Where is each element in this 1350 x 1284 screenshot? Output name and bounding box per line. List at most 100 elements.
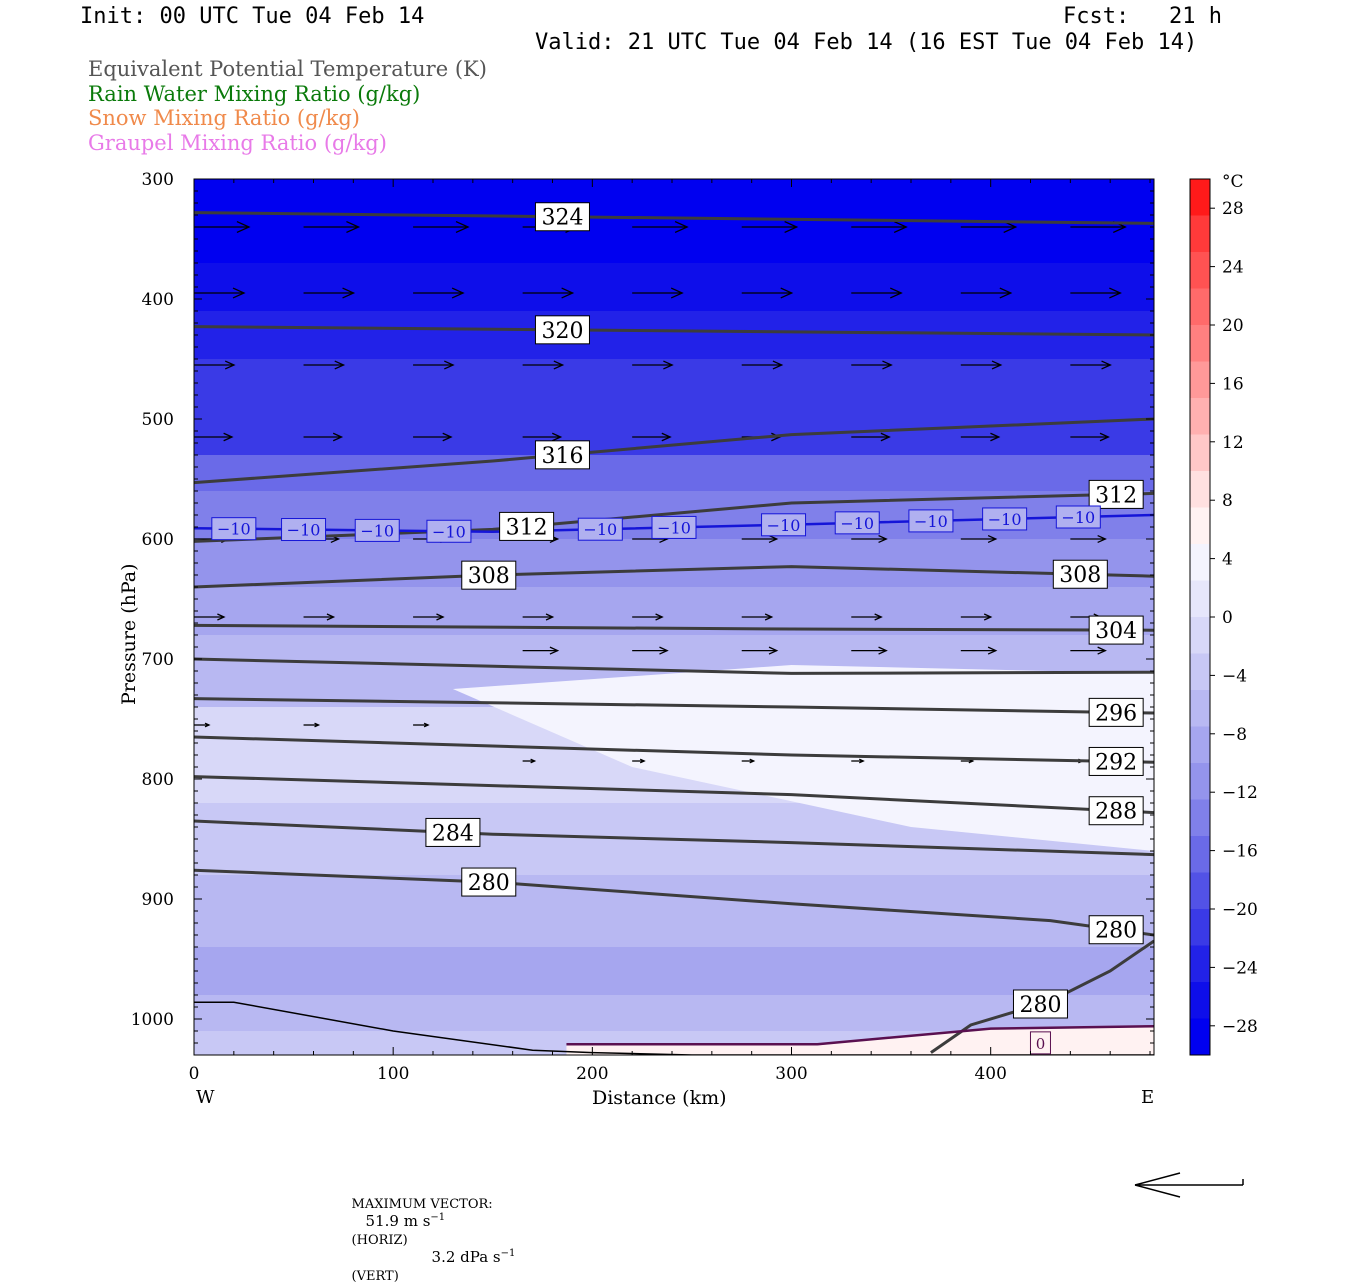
wind-arrow [632,613,664,621]
isotherm-zero-label: 0 [1029,1031,1051,1055]
theta-e-contour [194,868,1154,937]
isotherm-label-text: −10 [988,510,1022,529]
wind-arrow [522,613,555,621]
wind-arrow-head [983,613,993,621]
isotherm-label-box [281,518,327,542]
theta-e-label: 320 [534,315,590,345]
temp-band [194,995,1154,1032]
wind-arrow [851,432,891,442]
wind-arrow-head [232,287,246,299]
wind-arrow [522,758,537,764]
theta-e-label: 308 [461,560,517,590]
wind-arrow [741,360,784,370]
colorbar-swatch [1190,763,1210,800]
colorbar-swatch [1190,215,1210,253]
y-tick-label: 600 [142,530,174,550]
isotherm-label: −10 [211,517,257,541]
terrain-line [194,1001,1154,1055]
y-tick-label: 300 [142,170,174,190]
label-text: 280 [1019,993,1061,1018]
wind-arrow-head [882,360,893,370]
theta-e-label: 284 [425,817,481,847]
label-text: 320 [541,319,583,344]
colorbar-swatch [1190,690,1210,727]
colorbar-swatch [1190,836,1210,873]
temp-band [194,311,1154,360]
colorbar-tick-label: −20 [1222,900,1258,920]
label-box [1052,559,1108,589]
colorbar-tick-label: 20 [1222,316,1244,336]
wind-arrow-head [332,432,344,442]
isotherm-label-box [982,507,1028,531]
colorbar-tick-label: 28 [1222,199,1244,219]
theta-e-contour [194,211,1154,225]
label-box [534,202,590,232]
x-tick-label: 200 [576,1064,608,1084]
colorbar-swatch [1190,617,1210,654]
wind-arrow [194,360,236,370]
y-axis-title: Pressure (hPa) [118,563,140,705]
temp-band [194,179,1154,216]
wind-arrow [303,220,361,234]
wind-arrow-head [346,220,361,234]
label-box [534,440,590,470]
temp-band [194,215,1154,264]
theta-e-label: 280 [1012,989,1068,1019]
valid-time: Valid: 21 UTC Tue 04 Feb 14 (16 EST Tue … [535,30,1198,55]
label-text: 296 [1095,701,1137,726]
wind-arrow-head [768,646,779,655]
label-box [1088,746,1144,776]
wind-arrow [741,613,774,621]
theta-e-label: 312 [1088,479,1144,509]
colorbar-swatch [1190,1018,1210,1056]
wind-arrow-head [451,287,465,299]
wind-arrow [303,432,344,442]
theta-e-contour [194,657,1154,675]
wind-arrow-head [639,758,646,764]
wind-arrow-head [549,646,560,655]
y-tick-label: 900 [142,890,174,910]
label-box [534,315,590,345]
wind-arrow [1070,534,1107,544]
isotherm-label: −10 [908,509,954,533]
wind-arrow [194,722,211,728]
temp-band [194,407,1154,456]
colorbar-swatch [1190,799,1210,837]
horiz-unit: (HORIZ) [351,1233,408,1248]
wind-arrow-head [990,432,1001,442]
temp-band [194,947,1154,996]
y-tick-label: 1000 [131,1010,174,1030]
isotherm-label: −10 [761,513,807,537]
wind-arrow-head [749,758,756,764]
colorbar-swatch [1190,982,1210,1019]
horiz-exponent: −1 [430,1212,446,1223]
wind-arrow-head [987,646,998,655]
wind-arrow [522,646,560,655]
wind-arrow [851,220,908,234]
x-tick-label: 100 [377,1064,409,1084]
max-vector-legend: MAXIMUM VECTOR: 51.9 m s−1 (HORIZ) 3.2 d… [342,1176,516,1284]
wind-arrow [194,432,234,442]
colorbar-swatch [1190,288,1210,326]
wind-arrow [960,220,1018,234]
theta-e-contour [194,565,1154,589]
wind-arrow [1070,432,1110,442]
label-box [425,817,481,847]
wind-arrow [303,287,356,299]
axes: 300 400 500 600 700 800 900 1000 0 100 200 300 400 [131,170,1154,1084]
isotherm-label: −10 [281,518,327,542]
theta-e-contour [194,491,1154,543]
wind-arrow-head [674,220,689,234]
temp-band [194,1055,1154,1059]
max-vector-arrow [1134,1172,1244,1198]
colorbar-swatch [1190,398,1210,435]
wind-arrow-head [661,432,672,442]
x-tick-label: 0 [189,1064,200,1084]
isotherm-label-box [211,517,257,541]
isotherm-label: −10 [426,519,472,543]
terrain-surface [194,1001,1154,1055]
wind-arrow-head [670,287,684,299]
wind-arrow [632,432,672,442]
isotherm-label-text: −10 [840,514,874,533]
